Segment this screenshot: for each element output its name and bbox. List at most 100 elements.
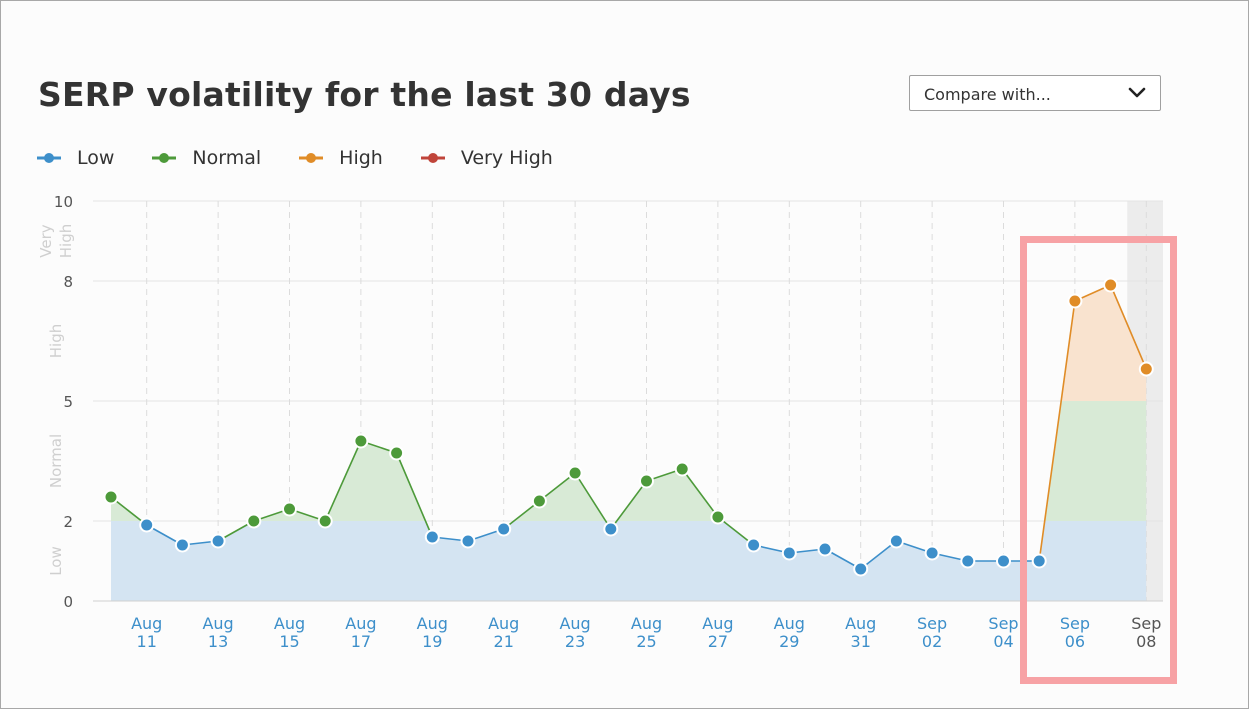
x-tick-label: Sep [1131, 614, 1161, 633]
legend-item-normal[interactable]: Normal [152, 147, 261, 169]
data-point [960, 553, 976, 569]
x-tick-label: 06 [1065, 632, 1085, 651]
legend-label-very-high: Very High [460, 147, 553, 169]
chart-legend: Low Normal High Very High [37, 147, 591, 169]
data-point [460, 533, 476, 549]
series-segment [538, 472, 576, 502]
legend-item-very-high[interactable]: Very High [420, 147, 553, 169]
data-point [746, 537, 762, 553]
series-segment [395, 452, 434, 538]
data-point [710, 509, 726, 525]
legend-item-low[interactable]: Low [37, 147, 114, 169]
series-segment [503, 500, 540, 530]
legend-marker-very-high [420, 153, 445, 163]
data-point [353, 433, 369, 449]
page-title: SERP volatility for the last 30 days [38, 75, 691, 114]
x-tick-label: 27 [708, 632, 728, 651]
x-tick-label: Aug [774, 614, 805, 633]
data-point [1067, 293, 1083, 309]
compare-with-dropdown[interactable]: Compare with... [909, 75, 1161, 111]
legend-marker-low [37, 153, 61, 163]
data-point [603, 521, 619, 537]
legend-marker-high [299, 153, 324, 163]
x-tick-label: 23 [565, 632, 585, 651]
x-tick-label: Sep [988, 614, 1018, 633]
y-zone-label: High [47, 324, 65, 358]
series-segment [324, 440, 362, 522]
data-point [1103, 277, 1119, 293]
area-vhigh [111, 201, 1146, 281]
x-tick-label: 13 [208, 632, 228, 651]
x-tick-label: Aug [488, 614, 519, 633]
x-tick-label: 15 [279, 632, 299, 651]
y-tick-label: 10 [54, 193, 73, 211]
data-point [282, 501, 297, 517]
data-point [210, 533, 226, 549]
series-segment [610, 480, 648, 530]
y-tick-label: 2 [63, 513, 73, 531]
data-point [853, 561, 869, 577]
x-tick-label: 17 [351, 632, 371, 651]
y-tick-label: 5 [63, 393, 73, 411]
data-point [103, 489, 119, 505]
compare-with-label: Compare with... [924, 85, 1051, 104]
y-zone-label: Very [37, 224, 55, 257]
data-point [1031, 553, 1047, 569]
series-segment [574, 472, 612, 530]
x-tick-label: 19 [422, 632, 442, 651]
legend-label-normal: Normal [192, 147, 262, 169]
legend-marker-normal [152, 153, 177, 163]
y-zone-label: High [57, 224, 75, 258]
x-tick-label: Aug [702, 614, 733, 633]
y-zone-label: Low [47, 546, 65, 576]
x-tick-label: Sep [1060, 614, 1090, 633]
data-point [674, 461, 690, 477]
series-segment [1109, 284, 1148, 370]
data-point [888, 533, 904, 549]
data-point [817, 541, 833, 557]
x-tick-label: Aug [631, 614, 662, 633]
x-tick-label: Aug [345, 614, 376, 633]
x-tick-label: Aug [274, 614, 305, 633]
data-point [424, 529, 440, 545]
data-point [174, 537, 190, 553]
data-point [389, 445, 405, 461]
x-tick-label: 11 [137, 632, 157, 651]
x-tick-label: 08 [1136, 632, 1156, 651]
data-point [996, 553, 1011, 569]
data-point [317, 513, 333, 529]
data-point [531, 493, 547, 509]
x-tick-label: 02 [922, 632, 942, 651]
data-point [1138, 361, 1154, 377]
data-point [639, 473, 654, 489]
x-tick-label: Aug [417, 614, 448, 633]
area-high [111, 285, 1147, 401]
y-tick-label: 0 [63, 593, 73, 611]
x-tick-label: Aug [202, 614, 233, 633]
x-tick-label: 25 [636, 632, 656, 651]
chevron-down-icon [1128, 87, 1146, 98]
y-zone-label: Normal [47, 434, 65, 488]
legend-item-high[interactable]: High [299, 147, 383, 169]
x-tick-label: Aug [559, 614, 590, 633]
series-segment [717, 516, 755, 546]
data-point [567, 465, 583, 481]
legend-label-low: Low [77, 147, 115, 169]
data-point [924, 545, 940, 561]
x-tick-label: 04 [993, 632, 1013, 651]
series-segment [681, 468, 719, 518]
legend-label-high: High [339, 147, 383, 169]
series-segment [1038, 300, 1076, 562]
area-normal [111, 401, 1147, 521]
series-segment [860, 540, 897, 570]
y-tick-label: 8 [63, 273, 73, 291]
data-point [139, 517, 155, 533]
x-tick-label: 21 [494, 632, 514, 651]
x-tick-label: Sep [917, 614, 947, 633]
x-tick-label: Aug [131, 614, 162, 633]
data-point [246, 513, 262, 529]
data-point [781, 545, 797, 561]
x-tick-label: 29 [779, 632, 799, 651]
